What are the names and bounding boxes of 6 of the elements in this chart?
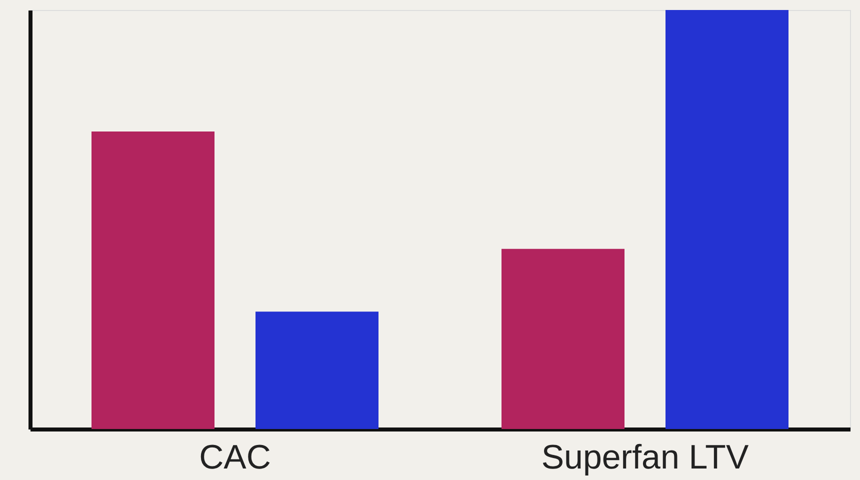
bar — [92, 132, 214, 429]
bar — [666, 10, 788, 429]
x-tick-label: Superfan LTV — [541, 438, 749, 476]
bar — [502, 248, 624, 429]
bar — [256, 312, 378, 429]
x-tick-label: CAC — [199, 438, 271, 476]
